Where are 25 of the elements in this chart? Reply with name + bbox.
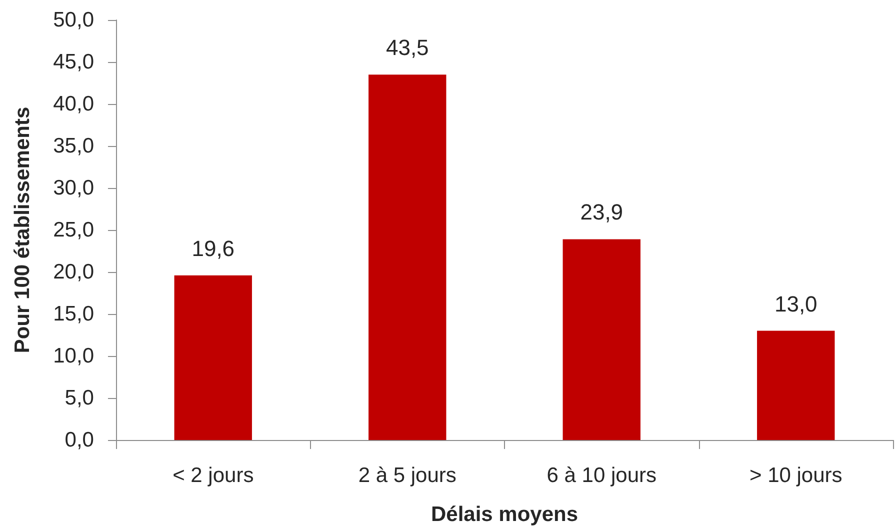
y-tick-label: 5,0: [64, 386, 94, 410]
bar: [562, 239, 640, 440]
y-tick-label: 45,0: [53, 50, 94, 74]
bar: [174, 275, 252, 440]
x-tick-label: < 2 jours: [172, 464, 254, 487]
y-tick-label: 50,0: [53, 8, 94, 32]
data-label: 13,0: [774, 291, 818, 316]
y-tick-label: 15,0: [53, 302, 94, 326]
bar: [368, 74, 446, 440]
bar: [757, 330, 835, 440]
y-tick-label: 25,0: [53, 218, 94, 242]
y-tick-label: 20,0: [53, 260, 94, 284]
x-tick-label: > 10 jours: [749, 464, 842, 487]
x-tick-label: 2 à 5 jours: [358, 464, 456, 487]
y-tick-label: 40,0: [53, 92, 94, 116]
y-tick-label: 30,0: [53, 176, 94, 200]
y-axis-title: Pour 100 établissements: [11, 106, 34, 354]
data-label: 23,9: [580, 200, 624, 225]
x-axis-title: Délais moyens: [430, 503, 578, 526]
y-tick-label: 35,0: [53, 134, 94, 158]
y-tick-label: 10,0: [53, 344, 94, 368]
data-label: 19,6: [192, 236, 235, 261]
data-label: 43,5: [386, 35, 429, 60]
y-tick-label: 0,0: [64, 428, 94, 452]
x-tick-label: 6 à 10 jours: [546, 464, 656, 487]
